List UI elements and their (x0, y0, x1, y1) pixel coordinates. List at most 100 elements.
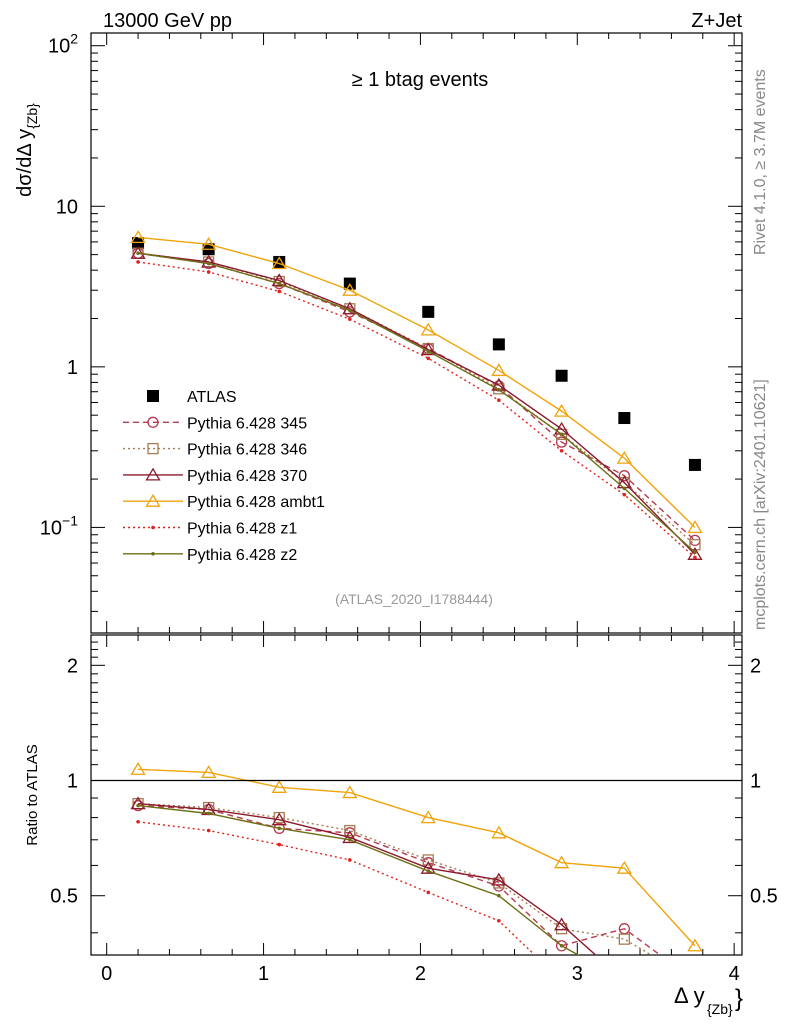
data-point-pythia-6-428-z2 (693, 550, 697, 555)
x-tick-label: 2 (415, 963, 426, 985)
legend-marker-pythia-6-428-ambt1 (145, 493, 161, 507)
ratio-point-pythia-6-428-345 (555, 940, 568, 952)
data-point-pythia-6-428-ambt1 (616, 450, 632, 464)
data-point-atlas (132, 237, 145, 250)
data-point-pythia-6-428-ambt1 (553, 403, 570, 417)
data-point-pythia-6-428-ambt1 (271, 256, 287, 270)
legend-label-pythia-6-428-ambt1: Pythia 6.428 ambt1 (187, 494, 325, 511)
legend-marker-pythia-6-428-345 (147, 416, 159, 428)
ratio-line-pythia-6-428-ambt1 (138, 768, 696, 947)
ratio-point-pythia-6-428-370 (420, 860, 436, 874)
ratio-point-pythia-6-428-ambt1 (342, 785, 358, 799)
ratio-line-pythia-6-428-370 (138, 802, 597, 955)
legend-label-pythia-6-428-346: Pythia 6.428 346 (187, 442, 307, 459)
y-tick-label: 102 (48, 31, 78, 58)
data-point-pythia-6-428-z1 (559, 449, 564, 453)
ratio-y-tick-label: 0.5 (50, 886, 78, 908)
data-point-pythia-6-428-z1 (426, 356, 431, 361)
ratio-point-pythia-6-428-z1 (560, 979, 564, 983)
main-panel-frame (90, 32, 743, 634)
ratio-point-pythia-6-428-z2 (623, 979, 627, 983)
main-ylabel-sub: {Zb} (24, 103, 40, 129)
data-point-pythia-6-428-345 (618, 470, 630, 482)
ratio-point-pythia-6-428-z1 (497, 918, 501, 923)
legend-marker-pythia-6-428-346 (147, 442, 159, 455)
ratio-point-pythia-6-428-ambt1 (687, 938, 703, 952)
data-point-pythia-6-428-346 (689, 539, 701, 551)
data-point-atlas (688, 458, 701, 471)
y-tick-label: 10 (56, 196, 78, 218)
ratio-point-pythia-6-428-346 (618, 933, 630, 945)
data-point-atlas (492, 338, 505, 351)
ratio-point-pythia-6-428-z1 (277, 842, 282, 847)
legend-marker-pythia-6-428-370 (145, 467, 161, 481)
legend-label-pythia-6-428-345: Pythia 6.428 345 (187, 415, 307, 432)
side-mcplots-text: mcplots.cern.ch [arXiv:2401.10621] (752, 379, 769, 630)
y-tick-base: 10 (48, 36, 70, 58)
ratio-y-tick-label-right: 0.5 (750, 886, 778, 908)
ratio-point-pythia-6-428-ambt1 (420, 810, 436, 824)
data-point-pythia-6-428-z1 (206, 270, 211, 274)
data-point-pythia-6-428-z2 (497, 387, 501, 392)
data-point-pythia-6-428-370 (130, 245, 146, 259)
ratio-point-pythia-6-428-z2 (559, 943, 564, 948)
ratio-point-pythia-6-428-ambt1 (130, 761, 146, 775)
ratio-point-pythia-6-428-ambt1 (491, 825, 507, 839)
data-point-pythia-6-428-z2 (622, 486, 627, 491)
y-tick-exp: −1 (62, 512, 78, 528)
data-point-pythia-6-428-z1 (277, 289, 282, 294)
legend-marker-pythia-6-428-z2 (151, 552, 155, 556)
ratio-ylabel-text: Ratio to ATLAS (24, 744, 41, 845)
data-point-pythia-6-428-ambt1 (201, 236, 217, 250)
xlabel-brace: } (735, 985, 743, 1012)
ratio-point-pythia-6-428-z1 (348, 858, 352, 862)
data-point-pythia-6-428-ambt1 (342, 282, 358, 296)
ratio-y-tick-label: 2 (67, 655, 78, 677)
data-point-pythia-6-428-z2 (206, 261, 211, 266)
data-point-pythia-6-428-ambt1 (130, 230, 146, 244)
process-label: Z+Jet (691, 10, 742, 32)
data-point-pythia-6-428-z1 (622, 492, 627, 497)
legend: ATLAS Pythia 6.428 345 Pythia 6.428 346 Pyt… (123, 389, 325, 564)
ratio-point-pythia-6-428-z2 (136, 803, 140, 808)
ratio-point-pythia-6-428-370 (130, 796, 146, 810)
main-series-layer (130, 230, 703, 560)
ratio-point-pythia-6-428-370 (271, 812, 287, 826)
ratio-point-pythia-6-428-z2 (497, 893, 501, 898)
ratio-point-pythia-6-428-ambt1 (616, 860, 632, 874)
ratio-y-tick-label: 1 (67, 771, 78, 793)
energy-label: 13000 GeV pp (103, 10, 232, 32)
series-line-pythia-6-428-ambt1 (137, 236, 696, 528)
y-tick-base: 10 (40, 517, 62, 539)
data-point-pythia-6-428-ambt1 (420, 322, 436, 336)
y-tick-label: 1 (67, 357, 78, 379)
data-point-pythia-6-428-345 (555, 436, 568, 448)
ratio-point-pythia-6-428-z2 (206, 811, 211, 816)
ratio-line-pythia-6-428-346 (138, 802, 653, 955)
data-point-pythia-6-428-z1 (348, 317, 352, 322)
ratio-point-pythia-6-428-346 (344, 824, 356, 837)
data-point-pythia-6-428-z2 (277, 281, 282, 286)
x-tick-label: 3 (572, 963, 583, 985)
data-point-pythia-6-428-370 (271, 273, 287, 287)
ratio-y-tick-label-right: 2 (750, 655, 761, 677)
ratio-point-pythia-6-428-z2 (348, 837, 352, 842)
legend-label-pythia-6-428-z1: Pythia 6.428 z1 (187, 521, 297, 538)
data-point-pythia-6-428-370 (201, 254, 217, 268)
ratio-series-layer (130, 761, 703, 1013)
ratio-line-pythia-6-428-345 (138, 804, 662, 955)
data-point-pythia-6-428-z1 (497, 398, 501, 402)
ratio-axis-ticks: 0 1 2 3 4 0.5 0.5 1 1 2 2 (50, 635, 778, 985)
ratio-point-pythia-6-428-ambt1 (271, 780, 287, 793)
data-point-pythia-6-428-370 (342, 301, 358, 315)
series-line-pythia-6-428-z1 (137, 261, 696, 558)
svg-text:dσ/dΔ y{Zb}: dσ/dΔ y{Zb} (14, 103, 40, 197)
data-point-pythia-6-428-z2 (426, 349, 431, 354)
ratio-point-pythia-6-428-z1 (693, 1009, 697, 1013)
data-point-atlas (618, 412, 631, 425)
data-point-pythia-6-428-345 (689, 534, 701, 547)
plot-title: ≥ 1 btag events (352, 69, 489, 91)
side-mcplots: mcplots.cern.ch [arXiv:2401.10621] (752, 379, 769, 630)
y-tick-label: 10−1 (40, 512, 78, 539)
